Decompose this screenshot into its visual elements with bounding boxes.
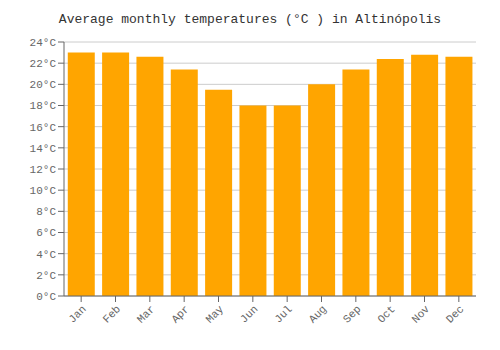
svg-text:Apr: Apr [169, 303, 191, 325]
svg-text:Jun: Jun [238, 303, 260, 325]
svg-text:24°C: 24°C [30, 37, 57, 49]
svg-text:8°C: 8°C [36, 206, 56, 218]
svg-text:16°C: 16°C [30, 122, 57, 134]
svg-text:10°C: 10°C [30, 185, 57, 197]
svg-text:12°C: 12°C [30, 164, 57, 176]
svg-text:4°C: 4°C [36, 249, 56, 261]
svg-text:Aug: Aug [307, 303, 329, 325]
svg-text:2°C: 2°C [36, 270, 56, 282]
svg-text:Feb: Feb [101, 303, 123, 325]
svg-text:14°C: 14°C [30, 143, 57, 155]
html-text:Average monthly temperatures (: Average monthly temperatures (°C ) in Al… [58, 12, 442, 27]
svg-text:Oct: Oct [375, 303, 397, 325]
svg-text:Nov: Nov [410, 303, 433, 326]
svg-text:6°C: 6°C [36, 227, 56, 239]
svg-text:Jan: Jan [66, 303, 88, 325]
svg-text:20°C: 20°C [30, 79, 57, 91]
svg-text:May: May [204, 303, 227, 326]
svg-text:18°C: 18°C [30, 100, 57, 112]
svg-text:22°C: 22°C [30, 58, 57, 70]
svg-text:Mar: Mar [135, 303, 157, 325]
svg-text:Jul: Jul [272, 303, 294, 325]
svg-text:Dec: Dec [444, 303, 466, 325]
svg-text:Sep: Sep [341, 303, 363, 325]
svg-text:0°C: 0°C [36, 291, 56, 303]
